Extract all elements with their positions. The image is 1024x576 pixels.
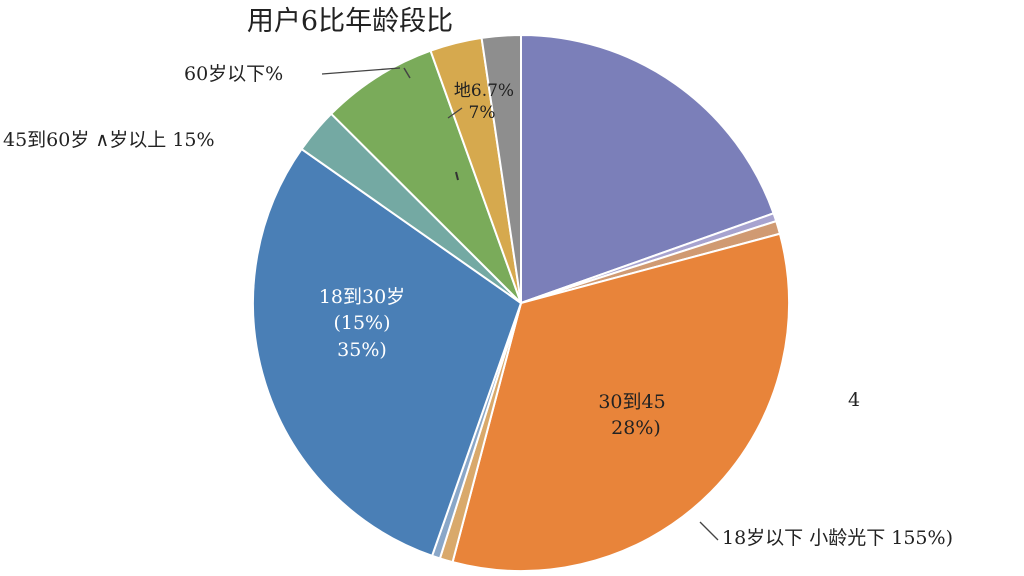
callout-18: 18岁以下 小龄光下 155%) xyxy=(722,527,953,549)
label-blue-line1: 18到30岁 xyxy=(319,286,405,308)
pie-slices xyxy=(252,33,790,572)
leader-tick-60 xyxy=(403,67,411,79)
pie-slice-purple xyxy=(520,33,775,305)
label-blue-line3: 35%) xyxy=(337,339,387,361)
pie-slice-blue xyxy=(252,147,523,558)
leader-line-60 xyxy=(321,67,401,75)
leader-line-18 xyxy=(699,521,719,541)
leader-tick-mid xyxy=(455,171,459,181)
leader-line-gold xyxy=(447,107,463,119)
callout-45: 45到60岁 ∧岁以上 15% xyxy=(3,129,215,151)
label-gray-line2: 7% xyxy=(469,103,496,123)
callout-60: 60岁以下% xyxy=(184,63,283,85)
label-gray-line1: 地6.7% xyxy=(454,81,514,101)
side-number: 4 xyxy=(848,389,860,411)
label-blue-line2: (15%) xyxy=(333,312,390,334)
label-orange-line2: 28%) xyxy=(611,417,661,439)
pie-slice-gray xyxy=(480,33,522,304)
pie-slice-orange xyxy=(451,232,790,572)
label-orange-line1: 30到45 xyxy=(598,391,665,413)
pie-slice-green xyxy=(329,49,522,304)
chart-title: 用户6比年龄段比 xyxy=(247,6,453,37)
